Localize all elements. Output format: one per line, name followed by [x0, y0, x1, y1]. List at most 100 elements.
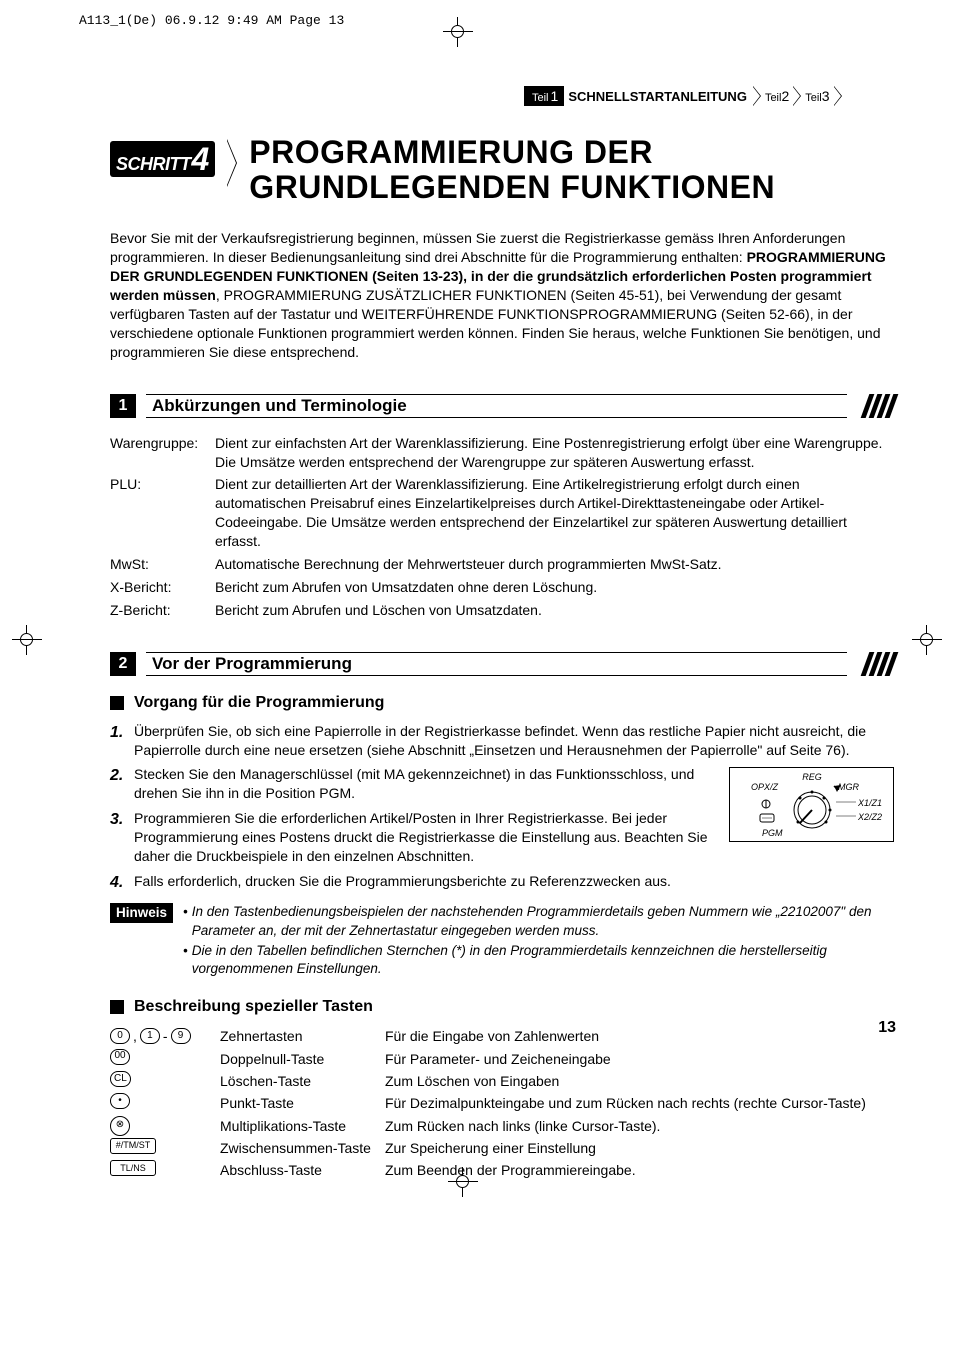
triangle-icon	[227, 139, 237, 187]
definition-row: MwSt:Automatische Berechnung der Mehrwer…	[110, 555, 894, 574]
intro-paragraph: Bevor Sie mit der Verkaufsregistrierung …	[110, 229, 894, 361]
section-2-header: 2 Vor der Programmierung	[110, 652, 894, 676]
diagram-x2z2: X2/Z2	[857, 812, 882, 822]
bullet-icon: •	[183, 903, 188, 939]
diagram-reg: REG	[802, 772, 822, 782]
key-desc: Für Parameter- und Zeicheneingabe	[385, 1049, 894, 1069]
intro-before: Bevor Sie mit der Verkaufsregistrierung …	[110, 230, 845, 265]
step-text: Stecken Sie den Managerschlüssel (mit MA…	[134, 765, 719, 803]
step-1: 1. Überprüfen Sie, ob sich eine Papierro…	[110, 722, 894, 760]
step-text: Überprüfen Sie, ob sich eine Papierrolle…	[134, 722, 894, 760]
definition-row: X-Bericht:Bericht zum Abrufen von Umsatz…	[110, 578, 894, 597]
stripe-decoration	[865, 394, 894, 418]
key-row: #/TM/STZwischensummen-TasteZur Speicheru…	[110, 1138, 894, 1158]
hinweis-line: In den Tastenbedienungsbeispielen der na…	[192, 903, 894, 939]
diagram-opxz: OPX/Z	[751, 782, 779, 792]
key-name: Doppelnull-Taste	[220, 1049, 385, 1069]
key-desc: Für Dezimalpunkteingabe und zum Rücken n…	[385, 1093, 894, 1113]
bc-teil2: Teil2	[763, 88, 791, 104]
bullet-icon: •	[183, 942, 188, 978]
bc-teil3: Teil3	[803, 88, 831, 104]
bc-teil3-prefix: Teil	[805, 92, 822, 104]
definition-row: PLU:Dient zur detaillierten Art der Ware…	[110, 475, 894, 551]
definition-row: Z-Bericht:Bericht zum Abrufen und Lösche…	[110, 601, 894, 620]
hinweis-line: Die in den Tabellen befindlichen Sternch…	[192, 942, 894, 978]
main-title-row: SCHRITT 4 PROGRAMMIERUNG DER GRUNDLEGEND…	[110, 135, 894, 205]
mode-switch-diagram: REG OPX/Z MGR X1/Z1 X2/Z2 PGM	[729, 767, 894, 842]
steps-list: 1. Überprüfen Sie, ob sich eine Papierro…	[110, 722, 894, 894]
step-num: 3.	[110, 809, 128, 866]
key-symbol: 00	[110, 1049, 220, 1065]
section-title: Vor der Programmierung	[146, 652, 847, 676]
def-text: Bericht zum Abrufen und Löschen von Umsa…	[215, 601, 894, 620]
step-4: 4. Falls erforderlich, drucken Sie die P…	[110, 872, 894, 894]
page-number: 13	[878, 1019, 896, 1037]
print-header: A113_1(De) 06.9.12 9:49 AM Page 13	[79, 13, 344, 28]
key-row: 0,1-9ZehnertastenFür die Eingabe von Zah…	[110, 1026, 894, 1046]
definitions-list: Warengruppe:Dient zur einfachsten Art de…	[110, 434, 894, 620]
subsection-title: Beschreibung spezieller Tasten	[134, 998, 373, 1016]
key-name: Zehnertasten	[220, 1026, 385, 1046]
def-term: PLU:	[110, 475, 215, 551]
crop-mark-left	[12, 625, 42, 655]
chevron-icon	[834, 86, 842, 106]
subsection-2: Beschreibung spezieller Tasten	[110, 998, 894, 1016]
key-symbol: •	[110, 1093, 220, 1109]
bc-teil1-num: 1	[551, 88, 559, 104]
key-row: ⊗Multiplikations-TasteZum Rücken nach li…	[110, 1116, 894, 1136]
key-symbol: ⊗	[110, 1116, 220, 1136]
key-name: Zwischensummen-Taste	[220, 1138, 385, 1158]
def-text: Automatische Berechnung der Mehrwertsteu…	[215, 555, 894, 574]
bc-teil2-num: 2	[781, 88, 789, 104]
keys-table: 0,1-9ZehnertastenFür die Eingabe von Zah…	[110, 1026, 894, 1180]
intro-after: , PROGRAMMIERUNG ZUSÄTZLICHER FUNKTIONEN…	[110, 287, 881, 360]
def-term: Z-Bericht:	[110, 601, 215, 620]
key-name: Punkt-Taste	[220, 1093, 385, 1113]
badge-num: 4	[191, 145, 210, 173]
key-desc: Zur Speicherung einer Einstellung	[385, 1138, 894, 1158]
schritt-badge: SCHRITT 4	[110, 141, 215, 177]
diagram-x1z1: X1/Z1	[857, 798, 882, 808]
key-name: Multiplikations-Taste	[220, 1116, 385, 1136]
crop-mark-top	[448, 22, 468, 42]
key-name: Löschen-Taste	[220, 1071, 385, 1091]
section-num: 1	[110, 394, 136, 418]
breadcrumb-title: SCHNELLSTARTANLEITUNG	[564, 89, 751, 104]
def-text: Dient zur detaillierten Art der Warenkla…	[215, 475, 894, 551]
title-line2: GRUNDLEGENDEN FUNKTIONEN	[249, 169, 775, 205]
hinweis-badge: Hinweis	[110, 903, 173, 923]
bc-teil1-prefix: Teil	[532, 92, 549, 104]
key-desc: Zum Löschen von Eingaben	[385, 1071, 894, 1091]
key-symbol: CL	[110, 1071, 220, 1087]
key-name: Abschluss-Taste	[220, 1160, 385, 1180]
hinweis-text: •In den Tastenbedienungsbeispielen der n…	[183, 903, 894, 980]
step-text: Programmieren Sie die erforderlichen Art…	[134, 809, 719, 866]
key-desc: Zum Rücken nach links (linke Cursor-Tast…	[385, 1116, 894, 1136]
def-term: MwSt:	[110, 555, 215, 574]
square-icon	[110, 1000, 124, 1014]
key-symbol: 0,1-9	[110, 1026, 220, 1046]
step-num: 2.	[110, 765, 128, 803]
step-num: 4.	[110, 872, 128, 894]
crop-mark-bottom	[448, 1167, 478, 1197]
key-symbol: TL/NS	[110, 1160, 220, 1176]
subsection-title: Vorgang für die Programmierung	[134, 694, 384, 712]
crop-mark-right	[912, 625, 942, 655]
breadcrumb: Teil 1 SCHNELLSTARTANLEITUNG Teil2 Teil3	[524, 85, 894, 107]
step-2: 2. Stecken Sie den Managerschlüssel (mit…	[110, 765, 719, 803]
step-text: Falls erforderlich, drucken Sie die Prog…	[134, 872, 894, 894]
step-num: 1.	[110, 722, 128, 760]
square-icon	[110, 696, 124, 710]
section-title: Abkürzungen und Terminologie	[146, 394, 847, 418]
section-num: 2	[110, 652, 136, 676]
def-text: Bericht zum Abrufen von Umsatzdaten ohne…	[215, 578, 894, 597]
def-text: Dient zur einfachsten Art der Warenklass…	[215, 434, 894, 472]
stripe-decoration	[865, 652, 894, 676]
key-desc: Für die Eingabe von Zahlenwerten	[385, 1026, 894, 1046]
subsection-1: Vorgang für die Programmierung	[110, 694, 894, 712]
chevron-icon	[793, 86, 801, 106]
definition-row: Warengruppe:Dient zur einfachsten Art de…	[110, 434, 894, 472]
title-line1: PROGRAMMIERUNG DER	[249, 134, 653, 170]
key-row: •Punkt-TasteFür Dezimalpunkteingabe und …	[110, 1093, 894, 1113]
key-symbol: #/TM/ST	[110, 1138, 220, 1154]
